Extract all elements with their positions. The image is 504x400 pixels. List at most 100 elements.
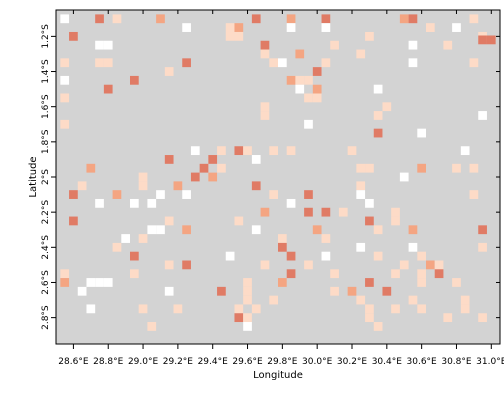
raster-cell — [147, 198, 157, 208]
raster-cell — [260, 40, 270, 50]
y-axis-ticks: 1.2°S 1.4°S 1.6°S 1.8°S 2°S 2.2°S 2.4°S 2.6°S 2.… — [41, 24, 500, 330]
raster-cell — [182, 225, 191, 235]
raster-cell — [460, 295, 470, 305]
y-tick-label: 2.4°S — [41, 235, 51, 260]
raster-cell — [356, 295, 366, 305]
x-tick-label: 28.8°E — [93, 357, 124, 367]
raster-cell — [147, 225, 157, 235]
raster-cell — [330, 40, 339, 50]
raster-cell — [182, 260, 191, 270]
raster-cell — [373, 128, 383, 138]
raster-cell — [408, 225, 418, 235]
raster-cell — [417, 304, 426, 314]
x-tick-label: 30.6°E — [407, 357, 438, 367]
raster-cell — [434, 269, 444, 279]
raster-cell — [77, 286, 87, 296]
raster-cell — [304, 207, 313, 217]
raster-cell — [460, 304, 470, 314]
raster-cell — [164, 260, 174, 270]
raster-cells — [60, 14, 496, 331]
y-tick-label: 2°S — [41, 169, 51, 185]
raster-cell — [95, 198, 104, 208]
raster-cell — [365, 198, 374, 208]
raster-cell — [443, 313, 453, 323]
raster-cell — [286, 14, 296, 24]
raster-cell — [190, 172, 200, 182]
raster-cell — [373, 322, 383, 331]
x-tick-label: 29.2°E — [163, 357, 194, 367]
raster-cell — [86, 163, 96, 173]
raster-cell — [217, 146, 226, 156]
raster-cell — [321, 251, 331, 261]
raster-cell — [60, 93, 70, 103]
raster-cell — [321, 234, 331, 243]
raster-cell — [469, 190, 479, 199]
raster-cell — [60, 58, 70, 68]
raster-cell — [286, 269, 296, 279]
raster-cell — [304, 75, 313, 85]
raster-cell — [208, 172, 218, 182]
y-tick-label: 2.8°S — [41, 305, 51, 330]
raster-cell — [260, 49, 270, 59]
raster-cell — [60, 269, 70, 279]
raster-cell — [243, 278, 252, 287]
raster-cell — [251, 304, 261, 314]
raster-cell — [234, 304, 244, 314]
raster-cell — [138, 234, 148, 243]
x-tick-label: 30.8°E — [441, 357, 472, 367]
raster-cell — [60, 75, 70, 85]
x-tick-label: 30.4°E — [372, 357, 403, 367]
raster-cell — [408, 58, 418, 68]
raster-cell — [391, 216, 400, 226]
raster-cell — [469, 58, 479, 68]
raster-cell — [130, 251, 139, 261]
raster-cell — [469, 163, 479, 173]
raster-cell — [295, 49, 305, 59]
raster-cell — [182, 58, 191, 68]
raster-cell — [260, 207, 270, 217]
raster-cell — [69, 190, 78, 199]
raster-cell — [347, 286, 357, 296]
raster-cell — [356, 181, 366, 191]
raster-cell — [426, 23, 435, 32]
raster-cell — [460, 146, 470, 156]
raster-cell — [478, 242, 487, 252]
raster-cell — [199, 163, 209, 173]
raster-cell — [373, 84, 383, 94]
raster-cell — [225, 31, 235, 41]
raster-cell — [408, 40, 418, 50]
raster-cell — [130, 269, 139, 279]
raster-cell — [452, 23, 461, 32]
raster-cell — [365, 304, 374, 314]
raster-cell — [426, 260, 435, 270]
raster-cell — [269, 58, 278, 68]
raster-cell — [173, 304, 183, 314]
raster-cell — [260, 102, 270, 112]
raster-cell — [330, 269, 339, 279]
raster-cell — [269, 295, 278, 305]
raster-cell — [347, 146, 357, 156]
raster-cell — [190, 146, 200, 156]
raster-cell — [452, 163, 461, 173]
raster-cell — [112, 190, 122, 199]
raster-cell — [86, 304, 96, 314]
raster-cell — [234, 146, 244, 156]
raster-cell — [234, 313, 244, 323]
raster-cell — [295, 84, 305, 94]
raster-cell — [278, 58, 287, 68]
x-tick-label: 31.0°E — [476, 357, 504, 367]
raster-cell — [182, 23, 191, 32]
raster-cell — [365, 31, 374, 41]
raster-cell — [373, 225, 383, 235]
raster-cell — [365, 216, 374, 226]
raster-cell — [251, 155, 261, 164]
raster-cell — [103, 278, 113, 287]
y-tick-label: 1.8°S — [41, 129, 51, 154]
raster-cell — [260, 111, 270, 120]
raster-cell — [399, 260, 409, 270]
x-tick-label: 29.8°E — [267, 357, 298, 367]
raster-cell — [312, 93, 322, 103]
raster-cell — [156, 225, 165, 235]
raster-cell — [234, 216, 244, 226]
raster-cell — [408, 295, 418, 305]
